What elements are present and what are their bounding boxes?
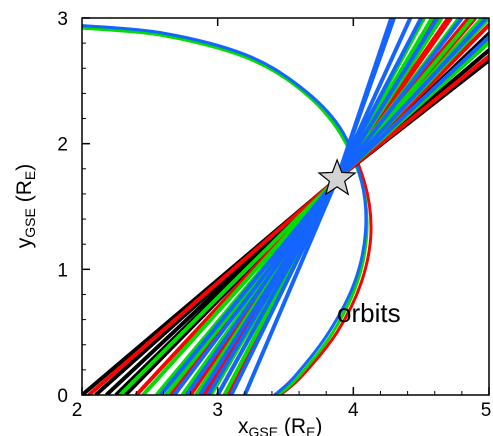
- orbits-annotation: orbits: [337, 298, 401, 328]
- x-axis-label-main: x: [238, 415, 249, 436]
- x-axis-label-unit-sub: E: [306, 424, 315, 436]
- y-axis-label-unit-open: (R: [13, 180, 36, 208]
- y-axis-label-unit-close: ): [13, 164, 36, 171]
- x-axis-label-unit-open: (R: [278, 415, 306, 436]
- y-tick-label-2: 2: [57, 135, 68, 156]
- orbit-arc-blue: [82, 24, 368, 395]
- x-tick-label-5: 5: [481, 400, 492, 421]
- y-tick-label-1: 1: [57, 260, 68, 281]
- x-axis-label-unit-close: ): [315, 415, 322, 436]
- y-axis-label: yGSE (RE): [13, 164, 38, 248]
- crossing-star-marker: [317, 158, 357, 196]
- y-tick-label-0: 0: [57, 386, 68, 407]
- y-tick-label-3: 3: [57, 9, 68, 30]
- data-layer: [82, 18, 489, 395]
- tick-layer: 2 3 4 5 0 1 2 3: [57, 9, 491, 421]
- y-axis-label-sub: GSE: [22, 208, 38, 238]
- x-axis-label: xGSE (RE): [238, 415, 322, 436]
- plot-frame: [81, 17, 490, 396]
- x-tick-label-3: 3: [212, 400, 223, 421]
- x-tick-label-4: 4: [348, 400, 359, 421]
- x-tick-label-2: 2: [72, 400, 83, 421]
- y-axis-label-unit-sub: E: [22, 171, 38, 180]
- marker-layer: [317, 158, 357, 196]
- x-axis-label-sub: GSE: [249, 424, 279, 436]
- y-axis-label-main: y: [13, 237, 36, 248]
